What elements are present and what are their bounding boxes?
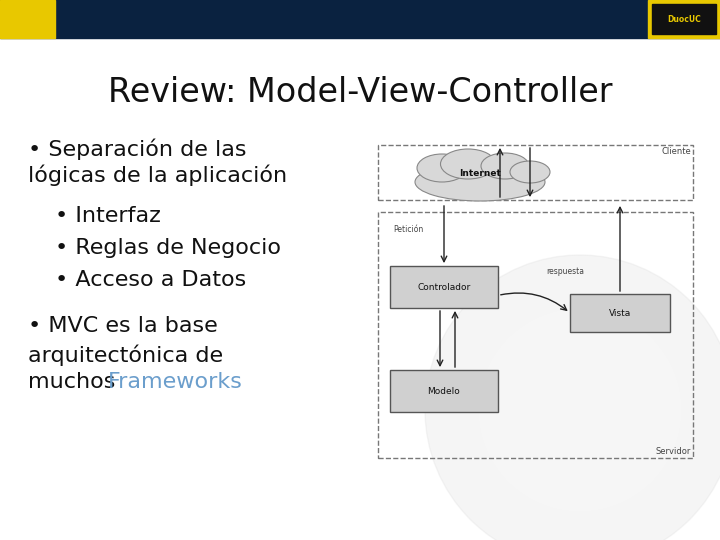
Ellipse shape bbox=[441, 149, 495, 179]
Bar bbox=[652, 4, 716, 34]
Text: lógicas de la aplicación: lógicas de la aplicación bbox=[28, 164, 287, 186]
Text: Internet: Internet bbox=[459, 170, 501, 179]
Ellipse shape bbox=[481, 153, 529, 179]
Text: Servidor: Servidor bbox=[656, 447, 691, 456]
FancyBboxPatch shape bbox=[390, 266, 498, 308]
Ellipse shape bbox=[417, 154, 467, 182]
Circle shape bbox=[480, 309, 680, 511]
Bar bbox=[0, 0, 55, 38]
Text: Review: Model-View-Controller: Review: Model-View-Controller bbox=[108, 76, 612, 109]
Text: Controlador: Controlador bbox=[418, 282, 471, 292]
Circle shape bbox=[425, 255, 720, 540]
Text: arquitectónica de: arquitectónica de bbox=[28, 344, 223, 366]
Text: • Reglas de Negocio: • Reglas de Negocio bbox=[55, 238, 281, 258]
Bar bbox=[648, 0, 720, 38]
Bar bbox=[0, 0, 720, 38]
Text: Frameworks: Frameworks bbox=[108, 372, 243, 392]
Text: muchos: muchos bbox=[28, 372, 122, 392]
Text: DuocUC: DuocUC bbox=[667, 15, 701, 24]
Text: • Acceso a Datos: • Acceso a Datos bbox=[55, 270, 246, 290]
Text: • MVC es la base: • MVC es la base bbox=[28, 316, 217, 336]
FancyBboxPatch shape bbox=[390, 370, 498, 412]
Text: Vista: Vista bbox=[609, 308, 631, 318]
Text: respuesta: respuesta bbox=[546, 267, 584, 276]
Text: Modelo: Modelo bbox=[428, 387, 460, 395]
Text: Cliente: Cliente bbox=[661, 147, 691, 156]
Text: • Separación de las: • Separación de las bbox=[28, 138, 246, 159]
Text: Petición: Petición bbox=[393, 226, 423, 234]
Ellipse shape bbox=[510, 161, 550, 183]
FancyBboxPatch shape bbox=[570, 294, 670, 332]
Ellipse shape bbox=[415, 163, 545, 201]
Text: • Interfaz: • Interfaz bbox=[55, 206, 161, 226]
